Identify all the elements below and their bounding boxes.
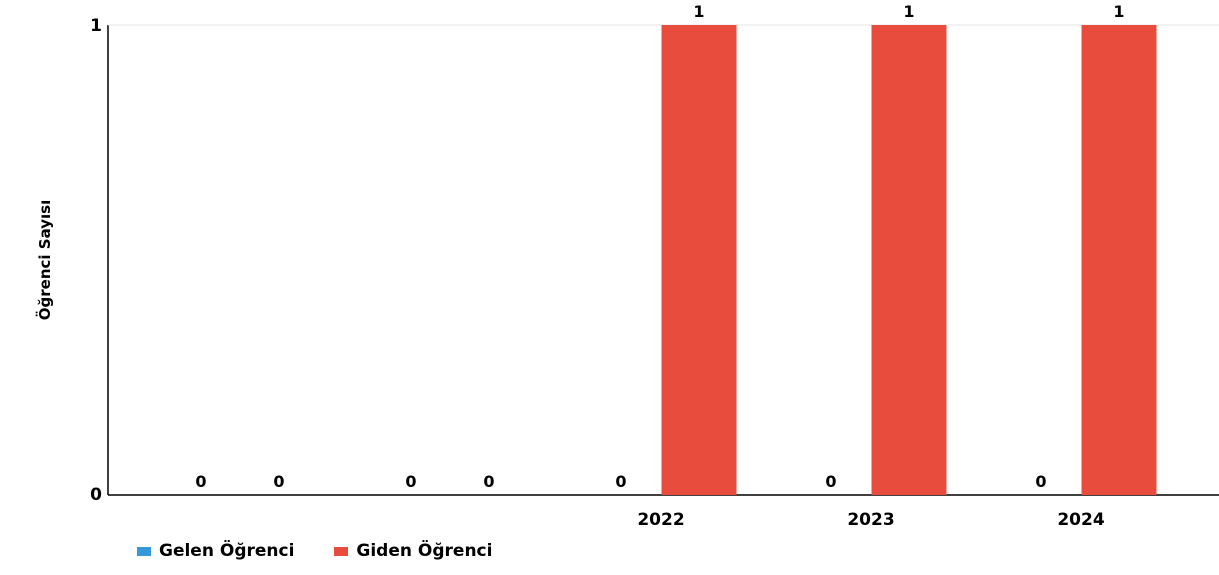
legend-item-giden[interactable]: Giden Öğrenci bbox=[334, 541, 492, 561]
legend-label-giden: Giden Öğrenci bbox=[356, 541, 493, 561]
x-tick-labels-group: 2022 2023 2024 bbox=[637, 510, 1104, 530]
x-tick-label-2022: 2022 bbox=[637, 510, 684, 530]
value-label-giden-0: 0 bbox=[273, 472, 284, 491]
y-axis-title: Öğrenci Sayısı bbox=[35, 200, 54, 320]
value-label-gelen-4: 0 bbox=[1035, 472, 1046, 491]
value-label-giden-2: 1 bbox=[693, 2, 704, 21]
value-label-gelen-3: 0 bbox=[825, 472, 836, 491]
value-labels-group: 00000101010000 bbox=[195, 2, 1124, 491]
value-label-gelen-2: 0 bbox=[615, 472, 626, 491]
bar-giden-4[interactable] bbox=[1081, 25, 1157, 495]
bars-group bbox=[661, 25, 1157, 495]
bar-giden-2[interactable] bbox=[661, 25, 737, 495]
y-tick-label-0: 0 bbox=[90, 485, 102, 505]
value-label-giden-3: 1 bbox=[903, 2, 914, 21]
legend: Gelen Öğrenci Giden Öğrenci bbox=[137, 541, 532, 561]
x-tick-label-2023: 2023 bbox=[847, 510, 894, 530]
legend-swatch-giden bbox=[334, 546, 349, 556]
legend-label-gelen: Gelen Öğrenci bbox=[159, 541, 295, 561]
value-label-giden-4: 1 bbox=[1113, 2, 1124, 21]
x-tick-label-2024: 2024 bbox=[1057, 510, 1104, 530]
value-label-gelen-0: 0 bbox=[195, 472, 206, 491]
y-tick-label-1: 1 bbox=[90, 16, 102, 36]
value-label-giden-1: 0 bbox=[483, 472, 494, 491]
bar-giden-3[interactable] bbox=[871, 25, 947, 495]
legend-item-gelen[interactable]: Gelen Öğrenci bbox=[137, 541, 294, 561]
legend-swatch-gelen bbox=[137, 546, 151, 556]
value-label-gelen-1: 0 bbox=[405, 472, 416, 491]
